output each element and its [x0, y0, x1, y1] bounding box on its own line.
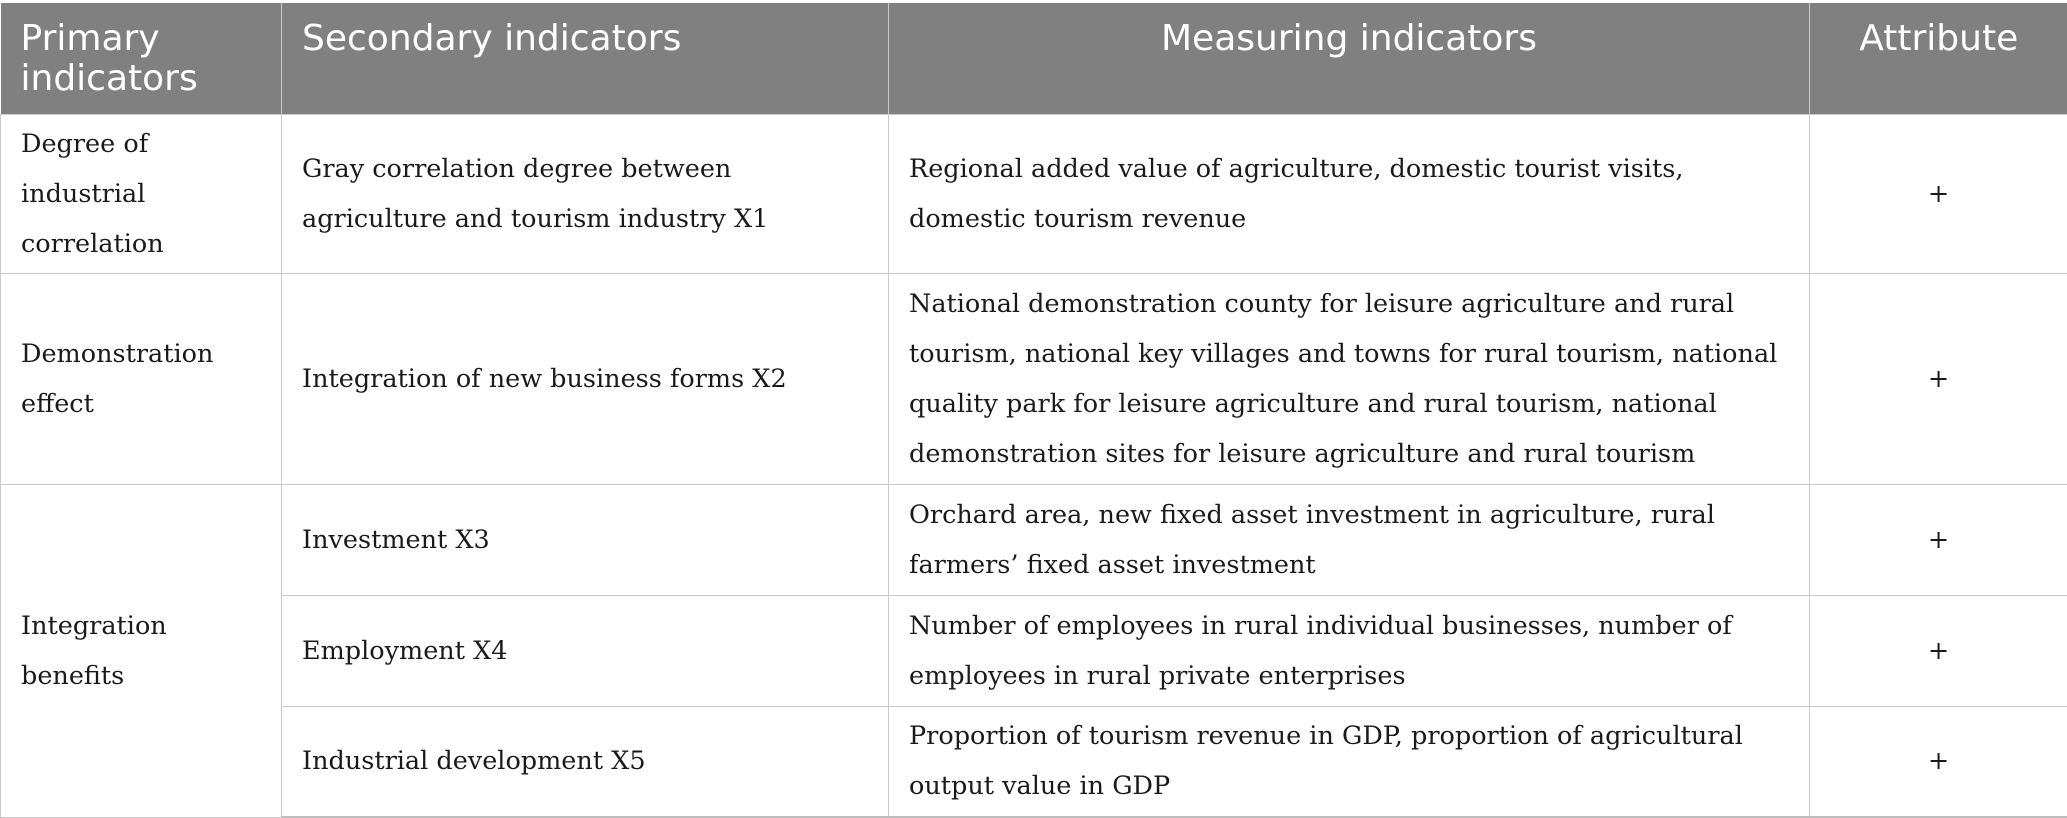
- primary-indicator-cell: Demonstration effect: [1, 273, 282, 484]
- indicator-table-container: Primary indicators Secondary indicators …: [0, 3, 2067, 818]
- measuring-indicator-cell: Proportion of tourism revenue in GDP, pr…: [889, 706, 1810, 817]
- header-secondary-indicators: Secondary indicators: [282, 3, 889, 114]
- indicator-table: Primary indicators Secondary indicators …: [0, 3, 2067, 818]
- secondary-indicator-cell: Integration of new business forms X2: [282, 273, 889, 484]
- secondary-indicator-cell: Employment X4: [282, 595, 889, 706]
- secondary-indicator-cell: Gray correlation degree between agricult…: [282, 114, 889, 273]
- attribute-cell: +: [1810, 595, 2067, 706]
- primary-indicator-cell: Integration benefits: [1, 484, 282, 817]
- primary-indicator-cell: Degree of industrial correlation: [1, 114, 282, 273]
- attribute-cell: +: [1810, 273, 2067, 484]
- measuring-indicator-cell: Orchard area, new fixed asset investment…: [889, 484, 1810, 595]
- table-row: Industrial development X5 Proportion of …: [1, 706, 2067, 817]
- header-row: Primary indicators Secondary indicators …: [1, 3, 2067, 114]
- secondary-indicator-cell: Industrial development X5: [282, 706, 889, 817]
- table-row: Degree of industrial correlation Gray co…: [1, 114, 2067, 273]
- header-measuring-indicators: Measuring indicators: [889, 3, 1810, 114]
- table-row: Demonstration effect Integration of new …: [1, 273, 2067, 484]
- table-row: Integration benefits Investment X3 Orcha…: [1, 484, 2067, 595]
- header-attribute: Attribute: [1810, 3, 2067, 114]
- attribute-cell: +: [1810, 706, 2067, 817]
- secondary-indicator-cell: Investment X3: [282, 484, 889, 595]
- table-header: Primary indicators Secondary indicators …: [1, 3, 2067, 114]
- header-primary-indicators: Primary indicators: [1, 3, 282, 114]
- measuring-indicator-cell: National demonstration county for leisur…: [889, 273, 1810, 484]
- table-row: Employment X4 Number of employees in rur…: [1, 595, 2067, 706]
- measuring-indicator-cell: Regional added value of agriculture, dom…: [889, 114, 1810, 273]
- attribute-cell: +: [1810, 114, 2067, 273]
- attribute-cell: +: [1810, 484, 2067, 595]
- table-body: Degree of industrial correlation Gray co…: [1, 114, 2067, 817]
- measuring-indicator-cell: Number of employees in rural individual …: [889, 595, 1810, 706]
